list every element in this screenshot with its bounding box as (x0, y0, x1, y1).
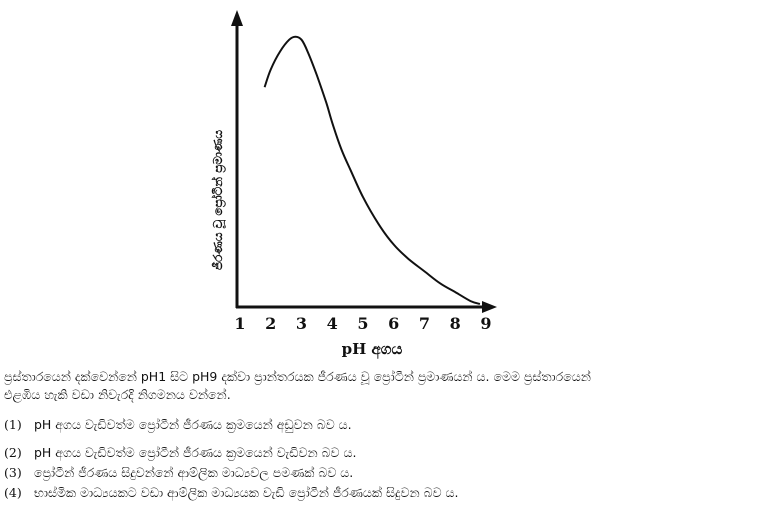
option-text: pH අගය වැඩිවත්ම ප්‍රෝටීන් ජීරණය ක්‍රමයෙන… (34, 445, 357, 460)
option-3[interactable]: (3) ප්‍රෝටීන් ජීරණය සිදුවන්නේ ආම්ලික මාධ්… (4, 465, 353, 481)
x-tick-label: 7 (419, 314, 430, 333)
option-2[interactable]: (2) pH අගය වැඩිවත්ම ප්‍රෝටීන් ජීරණය ක්‍රම… (4, 445, 356, 461)
option-number: (2) (4, 445, 22, 460)
question-stem-line-1: ප්‍රස්තාරයෙන් දක්වෙන්නේ pH1 සිට pH9 දක්ව… (4, 369, 591, 384)
option-number: (4) (4, 485, 22, 500)
option-number: (1) (4, 417, 22, 432)
series-line (263, 35, 481, 305)
x-axis-label: pH අගය (342, 340, 403, 359)
x-tick-label: 2 (265, 314, 276, 333)
option-text: භාස්මික මාධ්‍යයකට වඩා ආම්ලික මාධ්‍යයක වැ… (34, 485, 459, 500)
x-tick-label: 4 (327, 314, 338, 333)
option-number: (3) (4, 465, 22, 480)
option-1[interactable]: (1) pH අගය වැඩිවත්ම ප්‍රෝටීන් ජීරණය ක්‍රම… (4, 417, 352, 433)
x-tick-label: 5 (357, 314, 368, 333)
y-axis-arrow (231, 10, 243, 26)
x-tick-label: 3 (296, 314, 307, 333)
x-tick-label: 8 (450, 314, 461, 333)
option-4[interactable]: (4) භාස්මික මාධ්‍යයකට වඩා ආම්ලික මාධ්‍යයක… (4, 485, 459, 501)
x-tick-label: 9 (480, 314, 491, 333)
question-stem-line-2: එළඹිය හැකි වඩා නිවැරදි නිගමනය වන්නේ. (4, 387, 231, 402)
y-axis-label: ජීරණය වූ ප්‍රෝටීන් ප්‍රමාණය (210, 130, 226, 270)
option-text: pH අගය වැඩිවත්ම ප්‍රෝටීන් ජීරණය ක්‍රමයෙන… (34, 417, 352, 432)
question-stem: ප්‍රස්තාරයෙන් දක්වෙන්නේ pH1 සිට pH9 දක්ව… (4, 368, 774, 404)
x-tick-label: 1 (234, 314, 245, 333)
x-axis-arrow (482, 301, 497, 313)
x-tick-label: 6 (388, 314, 399, 333)
option-text: ප්‍රෝටීන් ජීරණය සිදුවන්නේ ආම්ලික මාධ්‍යව… (34, 465, 354, 480)
